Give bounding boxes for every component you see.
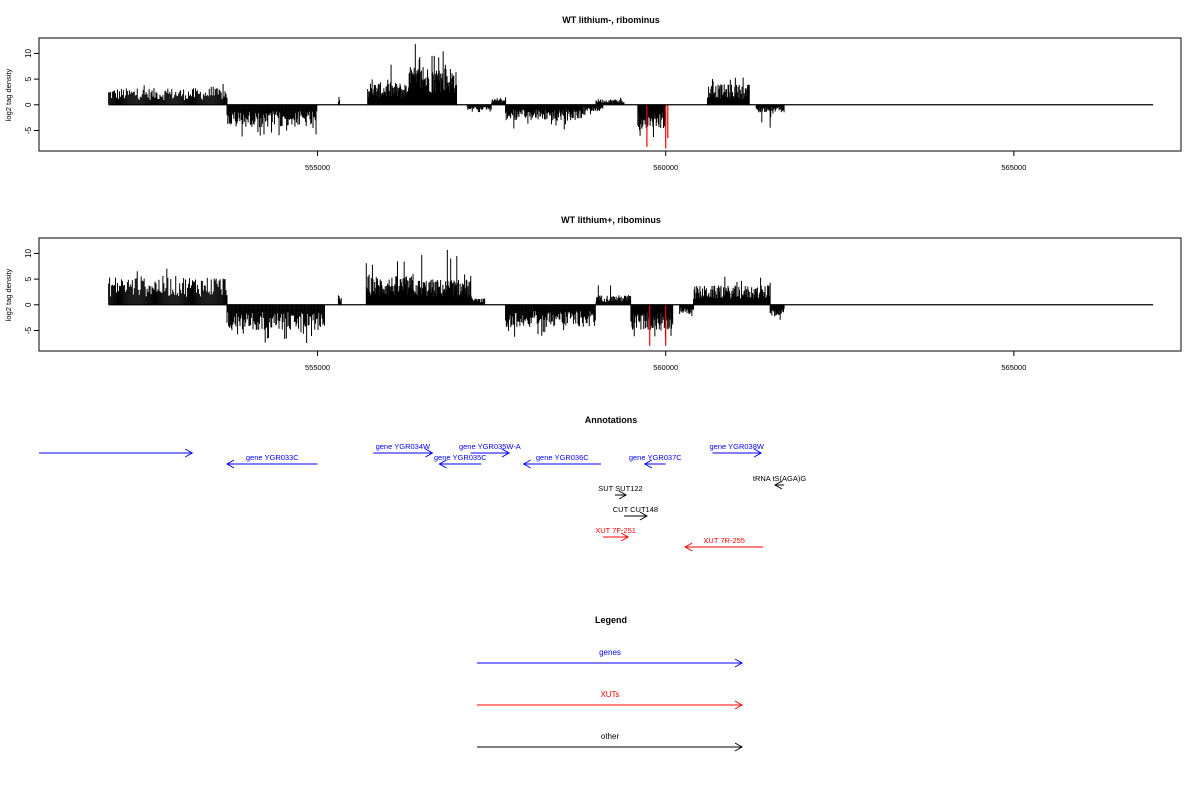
y-axis: -5 0 5 10 (24, 248, 39, 334)
legend-label: XUTs (600, 690, 619, 699)
annotation-feature: XUT 7R-255 (684, 536, 764, 552)
annotation-label: XUT 7R-255 (703, 536, 745, 545)
annotation-feature: gene YGR035C (434, 453, 487, 469)
annotation-feature: gene YGR035W-A (459, 442, 521, 458)
coverage-bars (108, 249, 785, 346)
annotation-feature: gene YGR037C (629, 453, 682, 469)
legend: Legend genes XUTs other (477, 615, 744, 752)
x-tick-label: 560000 (653, 363, 678, 372)
annotation-feature (39, 448, 194, 458)
annotation-label: XUT 7F-251 (595, 526, 636, 535)
track-panel-lithium-minus: WT lithium-, ribominus log2 tag density … (4, 15, 1182, 172)
annotation-feature: XUT 7F-251 (595, 526, 636, 542)
annotation-label: gene YGR036C (536, 453, 589, 462)
annotation-label: gene YGR033C (246, 453, 299, 462)
annotation-feature: SUT SUT122 (598, 484, 643, 500)
y-axis-label: log2 tag density (4, 68, 13, 121)
x-tick-label: 555000 (305, 363, 330, 372)
annotation-label: gene YGR035C (434, 453, 487, 462)
annotation-feature: gene YGR034W (373, 442, 434, 458)
y-tick-label: 10 (24, 48, 33, 57)
track-title: WT lithium+, ribominus (561, 215, 661, 225)
annotation-label: CUT CUT148 (613, 505, 658, 514)
annotation-label: gene YGR037C (629, 453, 682, 462)
y-tick-label: 0 (24, 302, 33, 307)
track-panel-lithium-plus: WT lithium+, ribominus log2 tag density … (4, 215, 1182, 372)
x-tick-label: 555000 (305, 163, 330, 172)
legend-label: genes (599, 648, 621, 657)
legend-title: Legend (595, 615, 627, 625)
track-title: WT lithium-, ribominus (562, 15, 660, 25)
y-tick-label: 5 (24, 276, 33, 281)
y-tick-label: -5 (24, 126, 33, 134)
legend-items: genes XUTs other (477, 648, 744, 752)
annotation-label: gene YGR035W-A (459, 442, 521, 451)
coverage-bars (108, 44, 785, 149)
plot-frame (38, 237, 1182, 352)
y-tick-label: 10 (24, 248, 33, 257)
y-axis-label: log2 tag density (4, 268, 13, 321)
x-axis: 555000 560000 565000 (305, 351, 1026, 372)
annotation-feature: gene YGR038W (709, 442, 765, 458)
annotation-label: gene YGR038W (709, 442, 764, 451)
x-tick-label: 565000 (1001, 163, 1026, 172)
x-axis: 555000 560000 565000 (305, 151, 1026, 172)
annotation-feature: gene YGR036C (522, 453, 601, 469)
plot-frame (38, 37, 1182, 152)
y-axis: -5 0 5 10 (24, 48, 39, 134)
x-tick-label: 565000 (1001, 363, 1026, 372)
legend-item-xut: XUTs (477, 690, 744, 710)
annotations-title: Annotations (585, 415, 638, 425)
legend-item-other: other (477, 732, 744, 752)
annotation-label: tRNA tS(AGA)G (753, 474, 807, 483)
annotation-feature: tRNA tS(AGA)G (753, 474, 807, 490)
annotation-label: SUT SUT122 (598, 484, 642, 493)
y-tick-label: 0 (24, 102, 33, 107)
annotation-feature: gene YGR033C (226, 453, 318, 469)
legend-item-gene: genes (477, 648, 744, 668)
annotation-label: gene YGR034W (376, 442, 431, 451)
y-tick-label: -5 (24, 326, 33, 334)
x-tick-label: 560000 (653, 163, 678, 172)
annotation-feature: CUT CUT148 (613, 505, 658, 521)
y-tick-label: 5 (24, 76, 33, 81)
legend-label: other (601, 732, 620, 741)
